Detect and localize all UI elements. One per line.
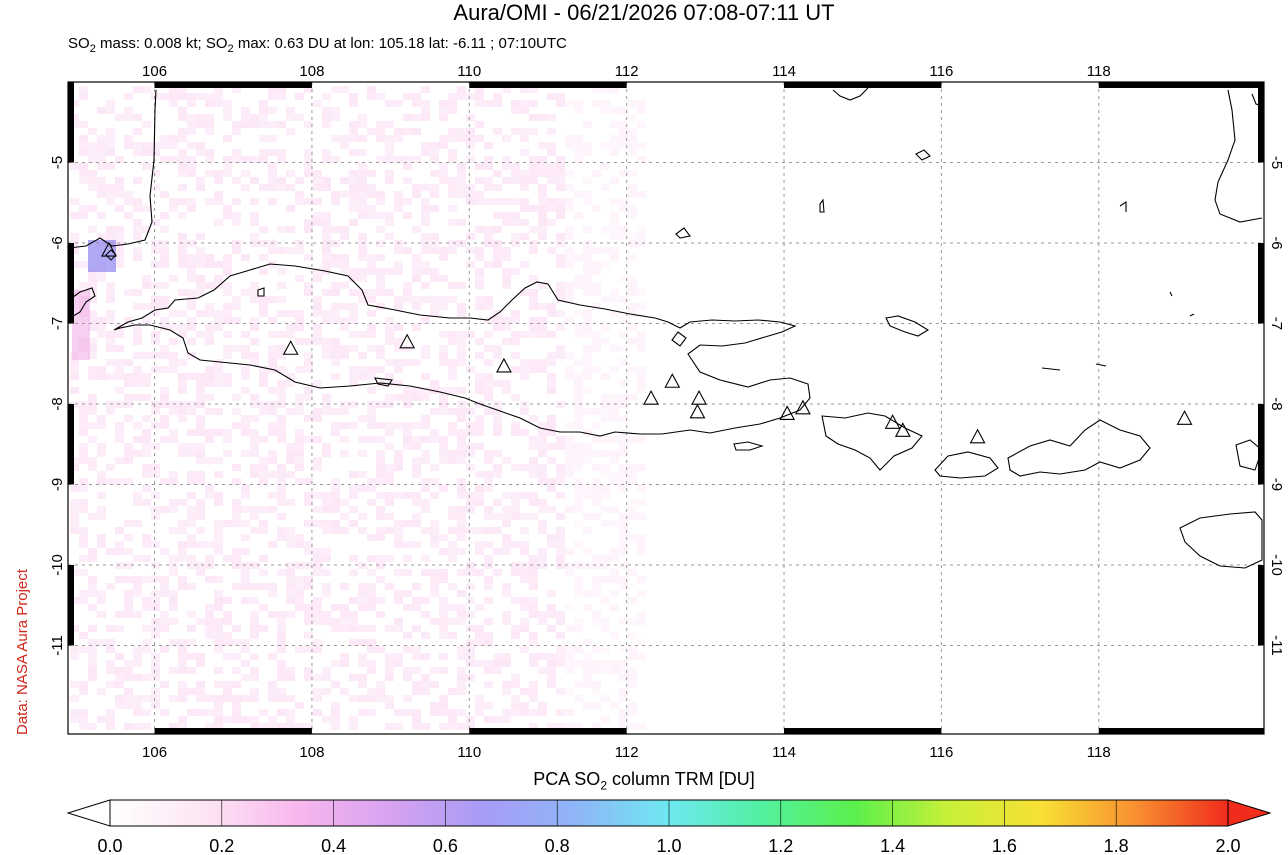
lon-tick-label-bottom: 108 bbox=[299, 744, 324, 761]
frame-bar bbox=[784, 82, 942, 88]
lat-tick-label-right: -10 bbox=[1268, 554, 1285, 576]
lat-tick-label-left: -10 bbox=[49, 554, 66, 576]
coastline-sumbawa bbox=[1007, 419, 1151, 477]
coastline-madura bbox=[885, 315, 930, 337]
colorbar: 0.0 0.2 0.4 0.6 0.8 1.0 1.2 1.4 1.6 1.8 2.0 bbox=[66, 799, 1272, 855]
lat-tick-label-right: -8 bbox=[1268, 397, 1285, 410]
colorbar-tick-label: 0.0 bbox=[97, 836, 122, 855]
map-subtitle: SO2 mass: 0.008 kt; SO2 max: 0.63 DU at … bbox=[68, 35, 567, 55]
lon-tick-label-top: 116 bbox=[929, 63, 953, 80]
frame-bar bbox=[1258, 564, 1264, 646]
lon-tick-label-bottom: 112 bbox=[615, 744, 639, 761]
lon-tick-label-top: 106 bbox=[142, 63, 167, 80]
triangle-icon bbox=[664, 373, 681, 388]
triangle-icon bbox=[1176, 410, 1193, 425]
triangle-icon bbox=[100, 241, 117, 257]
lon-tick-label-bottom: 114 bbox=[772, 744, 796, 761]
lat-tick-label-right: -6 bbox=[1268, 236, 1285, 249]
axis-tick-labels: 106 106 108 108 110 110 112 112 114 114 116 116 118 1… bbox=[49, 63, 1285, 761]
frame-bar bbox=[1258, 242, 1264, 324]
frame-bar bbox=[68, 242, 74, 324]
triangle-icon bbox=[643, 389, 659, 405]
colorbar-tick-label: 0.4 bbox=[321, 836, 346, 855]
coastline-sumatra bbox=[68, 89, 157, 249]
frame-bar bbox=[1258, 403, 1264, 485]
lat-tick-label-left: -8 bbox=[49, 397, 66, 410]
lat-tick-label-right: -7 bbox=[1268, 317, 1285, 330]
lon-tick-label-top: 108 bbox=[299, 63, 324, 80]
colorbar-title: PCA SO2 column TRM [DU] bbox=[533, 769, 755, 793]
triangle-icon bbox=[884, 414, 901, 429]
frame-bar bbox=[784, 728, 942, 734]
colorbar-max-arrow bbox=[1227, 799, 1272, 827]
colorbar-tick-label: 2.0 bbox=[1215, 836, 1240, 855]
frame-border-bars bbox=[68, 82, 1264, 734]
frame-bar bbox=[68, 82, 74, 163]
frame-bar bbox=[1098, 728, 1264, 734]
lat-tick-label-left: -5 bbox=[49, 156, 66, 169]
coastline-kalimantan bbox=[832, 87, 869, 101]
frame-bar bbox=[469, 728, 627, 734]
so2-pixel-layer bbox=[70, 86, 646, 730]
triangle-icon bbox=[282, 340, 299, 355]
colorbar-tick-label: 1.6 bbox=[992, 836, 1017, 855]
colorbar-tick-label: 0.2 bbox=[209, 836, 234, 855]
lat-tick-label-left: -9 bbox=[49, 478, 66, 491]
frame-bar bbox=[1258, 82, 1264, 163]
map-title: Aura/OMI - 06/21/2026 07:08-07:11 UT bbox=[453, 0, 835, 25]
lat-tick-label-right: -11 bbox=[1268, 635, 1285, 656]
lon-tick-label-top: 118 bbox=[1087, 63, 1111, 80]
colorbar-tick-label: 1.4 bbox=[880, 836, 905, 855]
frame-bar bbox=[154, 82, 312, 88]
lat-tick-label-right: -5 bbox=[1268, 156, 1285, 169]
triangle-icon bbox=[689, 403, 706, 419]
map-frame bbox=[67, 81, 1265, 735]
frame-bar bbox=[1098, 82, 1264, 88]
lon-tick-label-top: 110 bbox=[457, 63, 481, 80]
colorbar-tick-label: 1.0 bbox=[656, 836, 681, 855]
colorbar-tick-label: 0.8 bbox=[545, 836, 570, 855]
lon-tick-label-bottom: 118 bbox=[1087, 744, 1111, 761]
lat-tick-label-right: -9 bbox=[1268, 478, 1285, 491]
frame-bar bbox=[68, 564, 74, 646]
lon-tick-label-bottom: 106 bbox=[142, 744, 167, 761]
lon-tick-label-top: 112 bbox=[615, 63, 639, 80]
frame-bar bbox=[68, 403, 74, 485]
colorbar-tick-label: 1.2 bbox=[768, 836, 793, 855]
coastline-lombok bbox=[934, 451, 999, 479]
triangle-icon bbox=[969, 428, 986, 444]
lat-tick-label-left: -6 bbox=[49, 236, 66, 249]
coastline-sumba bbox=[1179, 511, 1263, 569]
triangle-icon bbox=[894, 422, 911, 437]
triangle-icon bbox=[779, 405, 796, 420]
lon-tick-label-bottom: 116 bbox=[929, 744, 953, 761]
triangle-icon bbox=[794, 399, 811, 415]
frame-bar bbox=[469, 82, 627, 88]
colorbar-tick-label: 1.8 bbox=[1104, 836, 1129, 855]
colorbar-min-arrow bbox=[66, 799, 111, 827]
lon-tick-label-top: 114 bbox=[772, 63, 796, 80]
diamond-icon bbox=[105, 249, 117, 261]
colorbar-tick-label: 0.6 bbox=[433, 836, 458, 855]
coastline-java bbox=[113, 263, 811, 437]
lat-tick-label-left: -7 bbox=[49, 317, 66, 330]
triangle-icon bbox=[399, 333, 416, 349]
lon-tick-label-bottom: 110 bbox=[457, 744, 481, 761]
triangle-icon bbox=[691, 389, 707, 405]
coastline-bali bbox=[821, 412, 923, 471]
lat-tick-label-left: -11 bbox=[49, 635, 66, 656]
triangle-icon bbox=[495, 357, 512, 373]
frame-bar bbox=[154, 728, 312, 734]
volcano-markers bbox=[100, 241, 1193, 444]
graticule bbox=[68, 82, 1264, 734]
